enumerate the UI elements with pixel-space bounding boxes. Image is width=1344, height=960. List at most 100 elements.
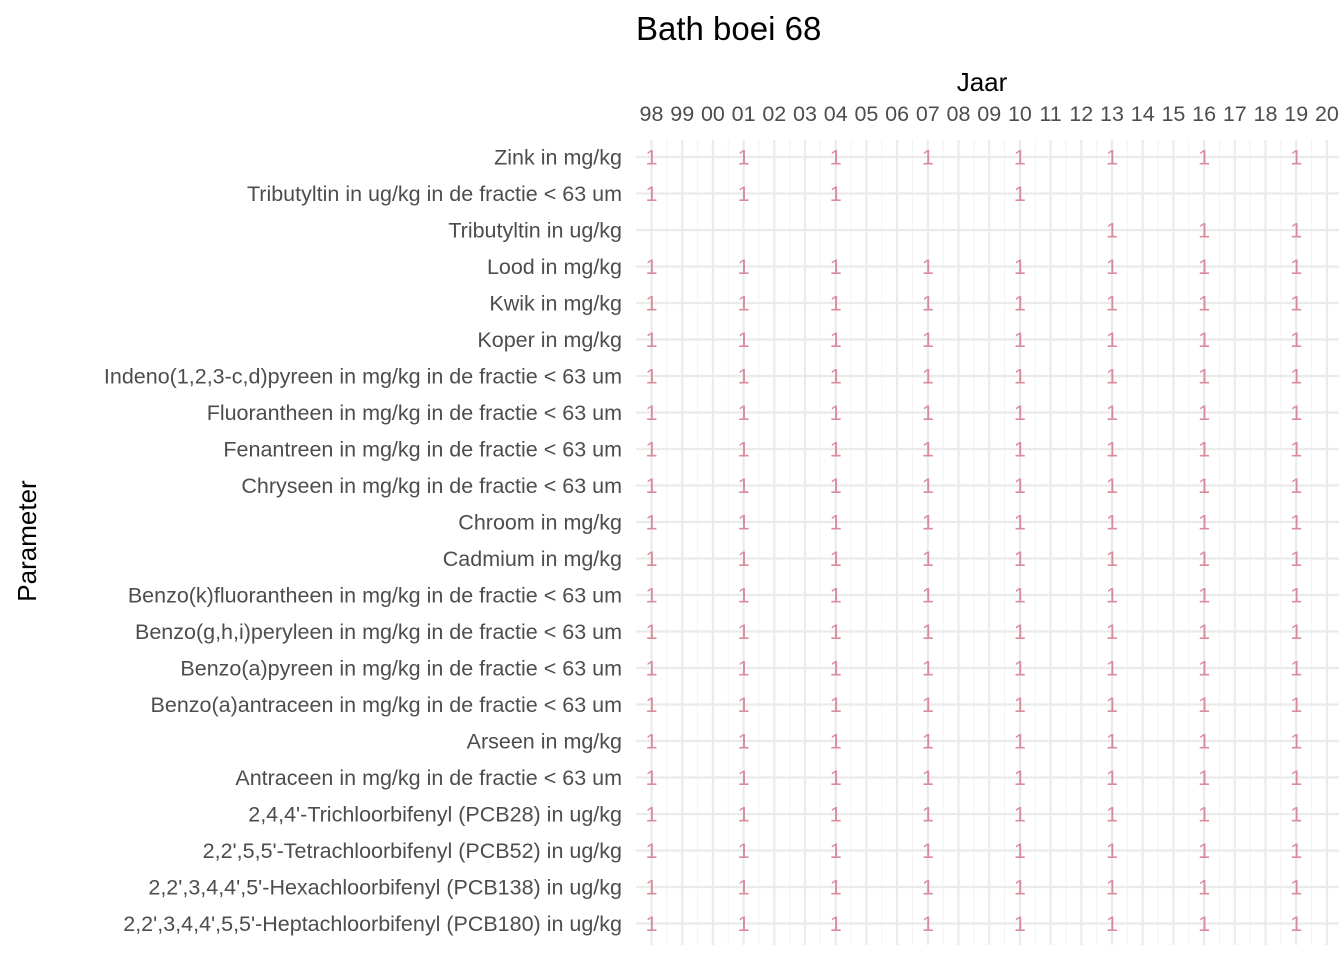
cell-value: 1 bbox=[1106, 730, 1118, 754]
y-tick-label: Lood in mg/kg bbox=[487, 255, 622, 279]
cell-value: 1 bbox=[738, 292, 750, 316]
cell-value: 1 bbox=[922, 255, 934, 279]
x-tick-label: 01 bbox=[732, 102, 756, 126]
cell-value: 1 bbox=[1106, 146, 1118, 170]
cell-value: 1 bbox=[1014, 474, 1026, 498]
cell-value: 1 bbox=[646, 401, 658, 425]
cell-value: 1 bbox=[1014, 401, 1026, 425]
cell-value: 1 bbox=[1290, 292, 1302, 316]
cell-value: 1 bbox=[1198, 730, 1210, 754]
cell-value: 1 bbox=[646, 182, 658, 206]
cell-value: 1 bbox=[1290, 365, 1302, 389]
cell-value: 1 bbox=[646, 547, 658, 571]
cell-value: 1 bbox=[922, 328, 934, 352]
cell-value: 1 bbox=[738, 401, 750, 425]
cell-value: 1 bbox=[1290, 912, 1302, 936]
cell-value: 1 bbox=[1014, 657, 1026, 681]
cell-value: 1 bbox=[1290, 328, 1302, 352]
cell-value: 1 bbox=[922, 146, 934, 170]
cell-value: 1 bbox=[646, 511, 658, 535]
cell-value: 1 bbox=[1106, 803, 1118, 827]
cell-value: 1 bbox=[1198, 328, 1210, 352]
y-tick-label: Koper in mg/kg bbox=[477, 328, 622, 352]
cell-value: 1 bbox=[1290, 438, 1302, 462]
cell-value: 1 bbox=[1014, 182, 1026, 206]
cell-value: 1 bbox=[830, 839, 842, 863]
y-tick-label: Benzo(a)pyreen in mg/kg in de fractie < … bbox=[180, 657, 622, 681]
cell-value: 1 bbox=[1014, 620, 1026, 644]
cell-value: 1 bbox=[1290, 511, 1302, 535]
cell-value: 1 bbox=[922, 730, 934, 754]
x-tick-label: 06 bbox=[885, 102, 909, 126]
cell-value: 1 bbox=[738, 912, 750, 936]
cell-value: 1 bbox=[1014, 365, 1026, 389]
cell-value: 1 bbox=[1290, 730, 1302, 754]
cell-value: 1 bbox=[1198, 766, 1210, 790]
cell-value: 1 bbox=[922, 584, 934, 608]
cell-value: 1 bbox=[1106, 255, 1118, 279]
cell-value: 1 bbox=[922, 657, 934, 681]
cell-value: 1 bbox=[1106, 766, 1118, 790]
cell-value: 1 bbox=[922, 292, 934, 316]
x-tick-label: 12 bbox=[1069, 102, 1093, 126]
cell-value: 1 bbox=[1290, 219, 1302, 243]
chart-title: Bath boei 68 bbox=[636, 10, 821, 47]
cell-value: 1 bbox=[1198, 876, 1210, 900]
y-tick-label: Chryseen in mg/kg in de fractie < 63 um bbox=[241, 474, 622, 498]
cell-value: 1 bbox=[738, 876, 750, 900]
cell-value: 1 bbox=[738, 620, 750, 644]
cell-value: 1 bbox=[830, 401, 842, 425]
cell-value: 1 bbox=[830, 146, 842, 170]
cell-value: 1 bbox=[830, 292, 842, 316]
x-tick-label: 05 bbox=[854, 102, 878, 126]
y-tick-label: Zink in mg/kg bbox=[494, 146, 622, 170]
x-tick-label: 02 bbox=[762, 102, 786, 126]
cell-value: 1 bbox=[738, 255, 750, 279]
x-tick-label: 09 bbox=[977, 102, 1001, 126]
cell-value: 1 bbox=[1014, 511, 1026, 535]
y-tick-label: 2,2',5,5'-Tetrachloorbifenyl (PCB52) in … bbox=[203, 839, 622, 863]
cell-value: 1 bbox=[1198, 438, 1210, 462]
cell-value: 1 bbox=[1014, 328, 1026, 352]
cell-value: 1 bbox=[922, 876, 934, 900]
cell-value: 1 bbox=[1106, 620, 1118, 644]
cell-value: 1 bbox=[738, 182, 750, 206]
cell-value: 1 bbox=[922, 620, 934, 644]
cell-value: 1 bbox=[830, 511, 842, 535]
cell-value: 1 bbox=[922, 474, 934, 498]
cell-value: 1 bbox=[1290, 584, 1302, 608]
cell-value: 1 bbox=[646, 584, 658, 608]
cell-value: 1 bbox=[738, 511, 750, 535]
cell-value: 1 bbox=[1106, 365, 1118, 389]
cell-value: 1 bbox=[738, 839, 750, 863]
cell-value: 1 bbox=[646, 292, 658, 316]
cell-value: 1 bbox=[1198, 912, 1210, 936]
x-tick-label: 07 bbox=[916, 102, 940, 126]
cell-value: 1 bbox=[830, 474, 842, 498]
cell-value: 1 bbox=[1198, 401, 1210, 425]
cell-value: 1 bbox=[646, 255, 658, 279]
cell-value: 1 bbox=[1290, 146, 1302, 170]
cell-value: 1 bbox=[646, 620, 658, 644]
cell-value: 1 bbox=[1290, 547, 1302, 571]
cell-value: 1 bbox=[1290, 839, 1302, 863]
x-tick-label: 08 bbox=[947, 102, 971, 126]
cell-value: 1 bbox=[1106, 474, 1118, 498]
cell-value: 1 bbox=[830, 182, 842, 206]
cell-value: 1 bbox=[1106, 839, 1118, 863]
x-tick-label: 18 bbox=[1254, 102, 1278, 126]
cell-value: 1 bbox=[1106, 912, 1118, 936]
x-tick-label: 98 bbox=[640, 102, 664, 126]
cell-value: 1 bbox=[830, 730, 842, 754]
cell-value: 1 bbox=[646, 474, 658, 498]
x-tick-label: 03 bbox=[793, 102, 817, 126]
cell-value: 1 bbox=[1014, 584, 1026, 608]
cell-value: 1 bbox=[1106, 401, 1118, 425]
cell-value: 1 bbox=[830, 584, 842, 608]
cell-value: 1 bbox=[646, 657, 658, 681]
y-tick-label: 2,4,4'-Trichloorbifenyl (PCB28) in ug/kg bbox=[248, 803, 622, 827]
x-tick-label: 14 bbox=[1131, 102, 1155, 126]
y-tick-label: Cadmium in mg/kg bbox=[443, 547, 622, 571]
cell-value: 1 bbox=[1198, 365, 1210, 389]
cell-value: 1 bbox=[738, 365, 750, 389]
